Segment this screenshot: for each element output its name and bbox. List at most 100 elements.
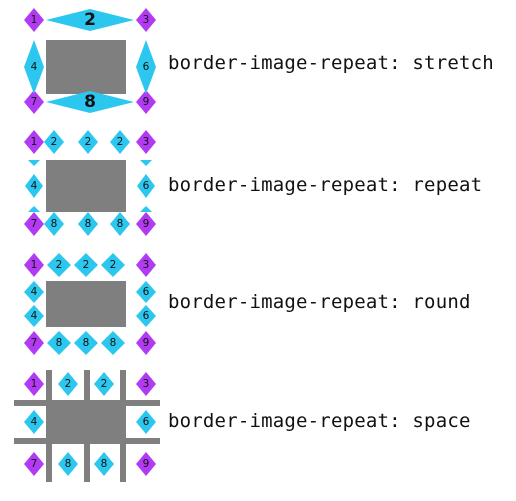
- caption-repeat: border-image-repeat: repeat: [168, 174, 483, 196]
- border-image-space-graphic: 1 3 7 9 2 2 8 8 4 6: [14, 370, 160, 482]
- svg-text:2: 2: [101, 378, 108, 390]
- edge-right-tile: 6: [136, 281, 156, 303]
- svg-text:2: 2: [56, 259, 63, 271]
- caption-stretch: border-image-repeat: stretch: [168, 52, 494, 74]
- corner-7-diamond: 7: [24, 452, 44, 476]
- svg-text:4: 4: [31, 416, 38, 428]
- edge-top-tile: 2: [110, 130, 130, 154]
- edge-right-tile: 6: [136, 305, 156, 327]
- svg-text:6: 6: [143, 286, 150, 298]
- svg-text:7: 7: [31, 218, 38, 230]
- svg-text:2: 2: [110, 259, 117, 271]
- edge-top-tile: 2: [47, 253, 71, 277]
- edge-left-partial-tile: [28, 160, 40, 166]
- svg-text:7: 7: [31, 337, 38, 349]
- corner-9-diamond: 9: [136, 90, 156, 114]
- edge-bottom-tile: 8: [94, 452, 114, 476]
- corner-1-diamond: 1: [24, 372, 44, 396]
- edge-top-stretched: 2: [46, 9, 134, 31]
- svg-text:3: 3: [143, 378, 150, 390]
- content-box: [46, 160, 126, 212]
- svg-text:4: 4: [31, 180, 38, 192]
- svg-text:8: 8: [51, 218, 58, 230]
- svg-text:9: 9: [143, 337, 150, 349]
- edge-bottom-tile: 8: [101, 331, 125, 355]
- svg-text:8: 8: [65, 458, 72, 470]
- svg-text:8: 8: [83, 337, 90, 349]
- demo-space: 1 3 7 9 2 2 8 8 4 6 border-image-repeat:…: [0, 366, 516, 486]
- svg-text:9: 9: [143, 218, 150, 230]
- svg-text:1: 1: [31, 136, 38, 148]
- edge-bottom-tile: 8: [58, 452, 78, 476]
- corner-7-diamond: 7: [24, 90, 44, 114]
- svg-text:1: 1: [31, 378, 38, 390]
- svg-text:2: 2: [84, 10, 96, 30]
- svg-text:2: 2: [83, 259, 90, 271]
- svg-text:2: 2: [51, 136, 58, 148]
- edge-left-tile: 4: [24, 410, 44, 434]
- edge-top-tile: 2: [94, 372, 114, 396]
- svg-text:7: 7: [31, 96, 38, 108]
- corner-7-diamond: 7: [24, 331, 44, 355]
- edge-left-stretched: 4: [24, 40, 44, 94]
- edge-top-tile: 2: [78, 130, 98, 154]
- edge-left-tile: 4: [24, 305, 44, 327]
- edge-bottom-tile: 8: [44, 212, 64, 236]
- corner-3-diamond: 3: [136, 130, 156, 154]
- svg-text:8: 8: [56, 337, 63, 349]
- edge-bottom-tile: 8: [47, 331, 71, 355]
- corner-3-diamond: 3: [136, 8, 156, 32]
- corner-3-diamond: 3: [136, 372, 156, 396]
- corner-9-diamond: 9: [136, 331, 156, 355]
- caption-space: border-image-repeat: space: [168, 410, 471, 432]
- demo-round: 1 3 7 9 2 2 2 8 8 8 4 4 6 6 border-image…: [0, 245, 516, 365]
- content-box: [46, 400, 126, 444]
- edge-bottom-stretched: 8: [46, 91, 134, 113]
- edge-top-tile: 2: [58, 372, 78, 396]
- edge-top-tile: 2: [44, 130, 64, 154]
- svg-text:9: 9: [143, 96, 150, 108]
- svg-text:4: 4: [31, 61, 38, 73]
- svg-text:3: 3: [143, 259, 150, 271]
- edge-right-partial-tile: [140, 206, 152, 212]
- edge-bottom-tile: 8: [74, 331, 98, 355]
- svg-text:6: 6: [143, 180, 150, 192]
- svg-text:4: 4: [31, 286, 38, 298]
- corner-1-diamond: 1: [24, 253, 44, 277]
- svg-text:8: 8: [85, 218, 92, 230]
- svg-text:1: 1: [31, 259, 38, 271]
- corner-7-diamond: 7: [24, 212, 44, 236]
- border-image-round-graphic: 1 3 7 9 2 2 2 8 8 8 4 4 6 6: [24, 253, 156, 355]
- edge-bottom-tile: 8: [110, 212, 130, 236]
- svg-text:8: 8: [84, 92, 96, 112]
- edge-left-tile: 4: [25, 174, 43, 198]
- svg-text:1: 1: [31, 14, 38, 26]
- content-box: [46, 40, 126, 94]
- svg-text:4: 4: [31, 310, 38, 322]
- edge-right-partial-tile: [140, 160, 152, 166]
- svg-text:8: 8: [110, 337, 117, 349]
- corner-1-diamond: 1: [24, 8, 44, 32]
- svg-text:3: 3: [143, 136, 150, 148]
- svg-text:8: 8: [117, 218, 124, 230]
- content-box: [46, 281, 126, 327]
- edge-right-stretched: 6: [136, 40, 156, 94]
- svg-text:2: 2: [65, 378, 72, 390]
- caption-round: border-image-repeat: round: [168, 291, 471, 313]
- edge-left-partial-tile: [28, 206, 40, 212]
- svg-text:3: 3: [143, 14, 150, 26]
- corner-1-diamond: 1: [24, 130, 44, 154]
- svg-text:9: 9: [143, 458, 150, 470]
- demo-stretch: 1 3 7 9 2 8 4 6 border-image-repeat: str…: [0, 0, 516, 120]
- edge-top-tile: 2: [74, 253, 98, 277]
- edge-bottom-tile: 8: [78, 212, 98, 236]
- corner-3-diamond: 3: [136, 253, 156, 277]
- svg-text:2: 2: [85, 136, 92, 148]
- svg-text:6: 6: [143, 310, 150, 322]
- svg-text:7: 7: [31, 458, 38, 470]
- edge-right-tile: 6: [136, 410, 156, 434]
- svg-text:6: 6: [143, 61, 150, 73]
- corner-9-diamond: 9: [136, 452, 156, 476]
- svg-text:6: 6: [143, 416, 150, 428]
- border-image-stretch-graphic: 1 3 7 9 2 8 4 6: [24, 8, 156, 114]
